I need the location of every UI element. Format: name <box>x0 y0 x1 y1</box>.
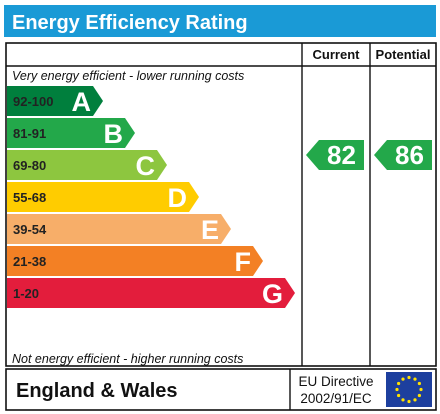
title-bar <box>4 5 436 37</box>
band-bar-b <box>7 118 135 148</box>
band-bar-e <box>7 214 231 244</box>
band-letter-c: C <box>136 151 156 181</box>
band-bar-d <box>7 182 199 212</box>
footer-frame <box>5 368 437 411</box>
band-range-f: 21-38 <box>13 254 46 269</box>
band-range-b: 81-91 <box>13 126 46 141</box>
rating-bands: 92-100 A 81-91 B 69-80 C 55-68 D 39-54 E 21-38 F 1-2… <box>7 86 295 309</box>
band-range-e: 39-54 <box>13 222 47 237</box>
band-range-a: 92-100 <box>13 94 53 109</box>
column-header-potential: Potential <box>376 47 431 62</box>
band-letter-b: B <box>104 119 124 149</box>
note-top: Very energy efficient - lower running co… <box>12 69 244 83</box>
rating-markers: 82 86 <box>306 140 432 170</box>
chart-frame <box>5 42 437 367</box>
note-bottom: Not energy efficient - higher running co… <box>12 352 243 366</box>
rating-arrow-potential <box>374 140 432 170</box>
rating-arrow-current <box>306 140 364 170</box>
band-letter-d: D <box>168 183 188 213</box>
band-bar-f <box>7 246 263 276</box>
band-range-d: 55-68 <box>13 190 46 205</box>
footer-directive-line1: EU Directive <box>298 374 373 389</box>
footer-directive-line2: 2002/91/EC <box>300 391 372 406</box>
footer-region: England & Wales <box>16 380 178 402</box>
band-range-g: 1-20 <box>13 286 39 301</box>
rating-value-current: 82 <box>327 140 356 170</box>
column-header-current: Current <box>313 47 361 62</box>
band-bar-g <box>7 278 295 308</box>
band-range-c: 69-80 <box>13 158 46 173</box>
band-bar-c <box>7 150 167 180</box>
band-letter-a: A <box>72 87 92 117</box>
band-letter-e: E <box>201 215 219 245</box>
band-letter-f: F <box>235 247 252 277</box>
band-letter-g: G <box>262 279 283 309</box>
rating-value-potential: 86 <box>395 140 424 170</box>
band-bar-a <box>7 86 103 116</box>
chart-title: Energy Efficiency Rating <box>12 12 248 34</box>
eu-flag-icon <box>386 372 432 407</box>
